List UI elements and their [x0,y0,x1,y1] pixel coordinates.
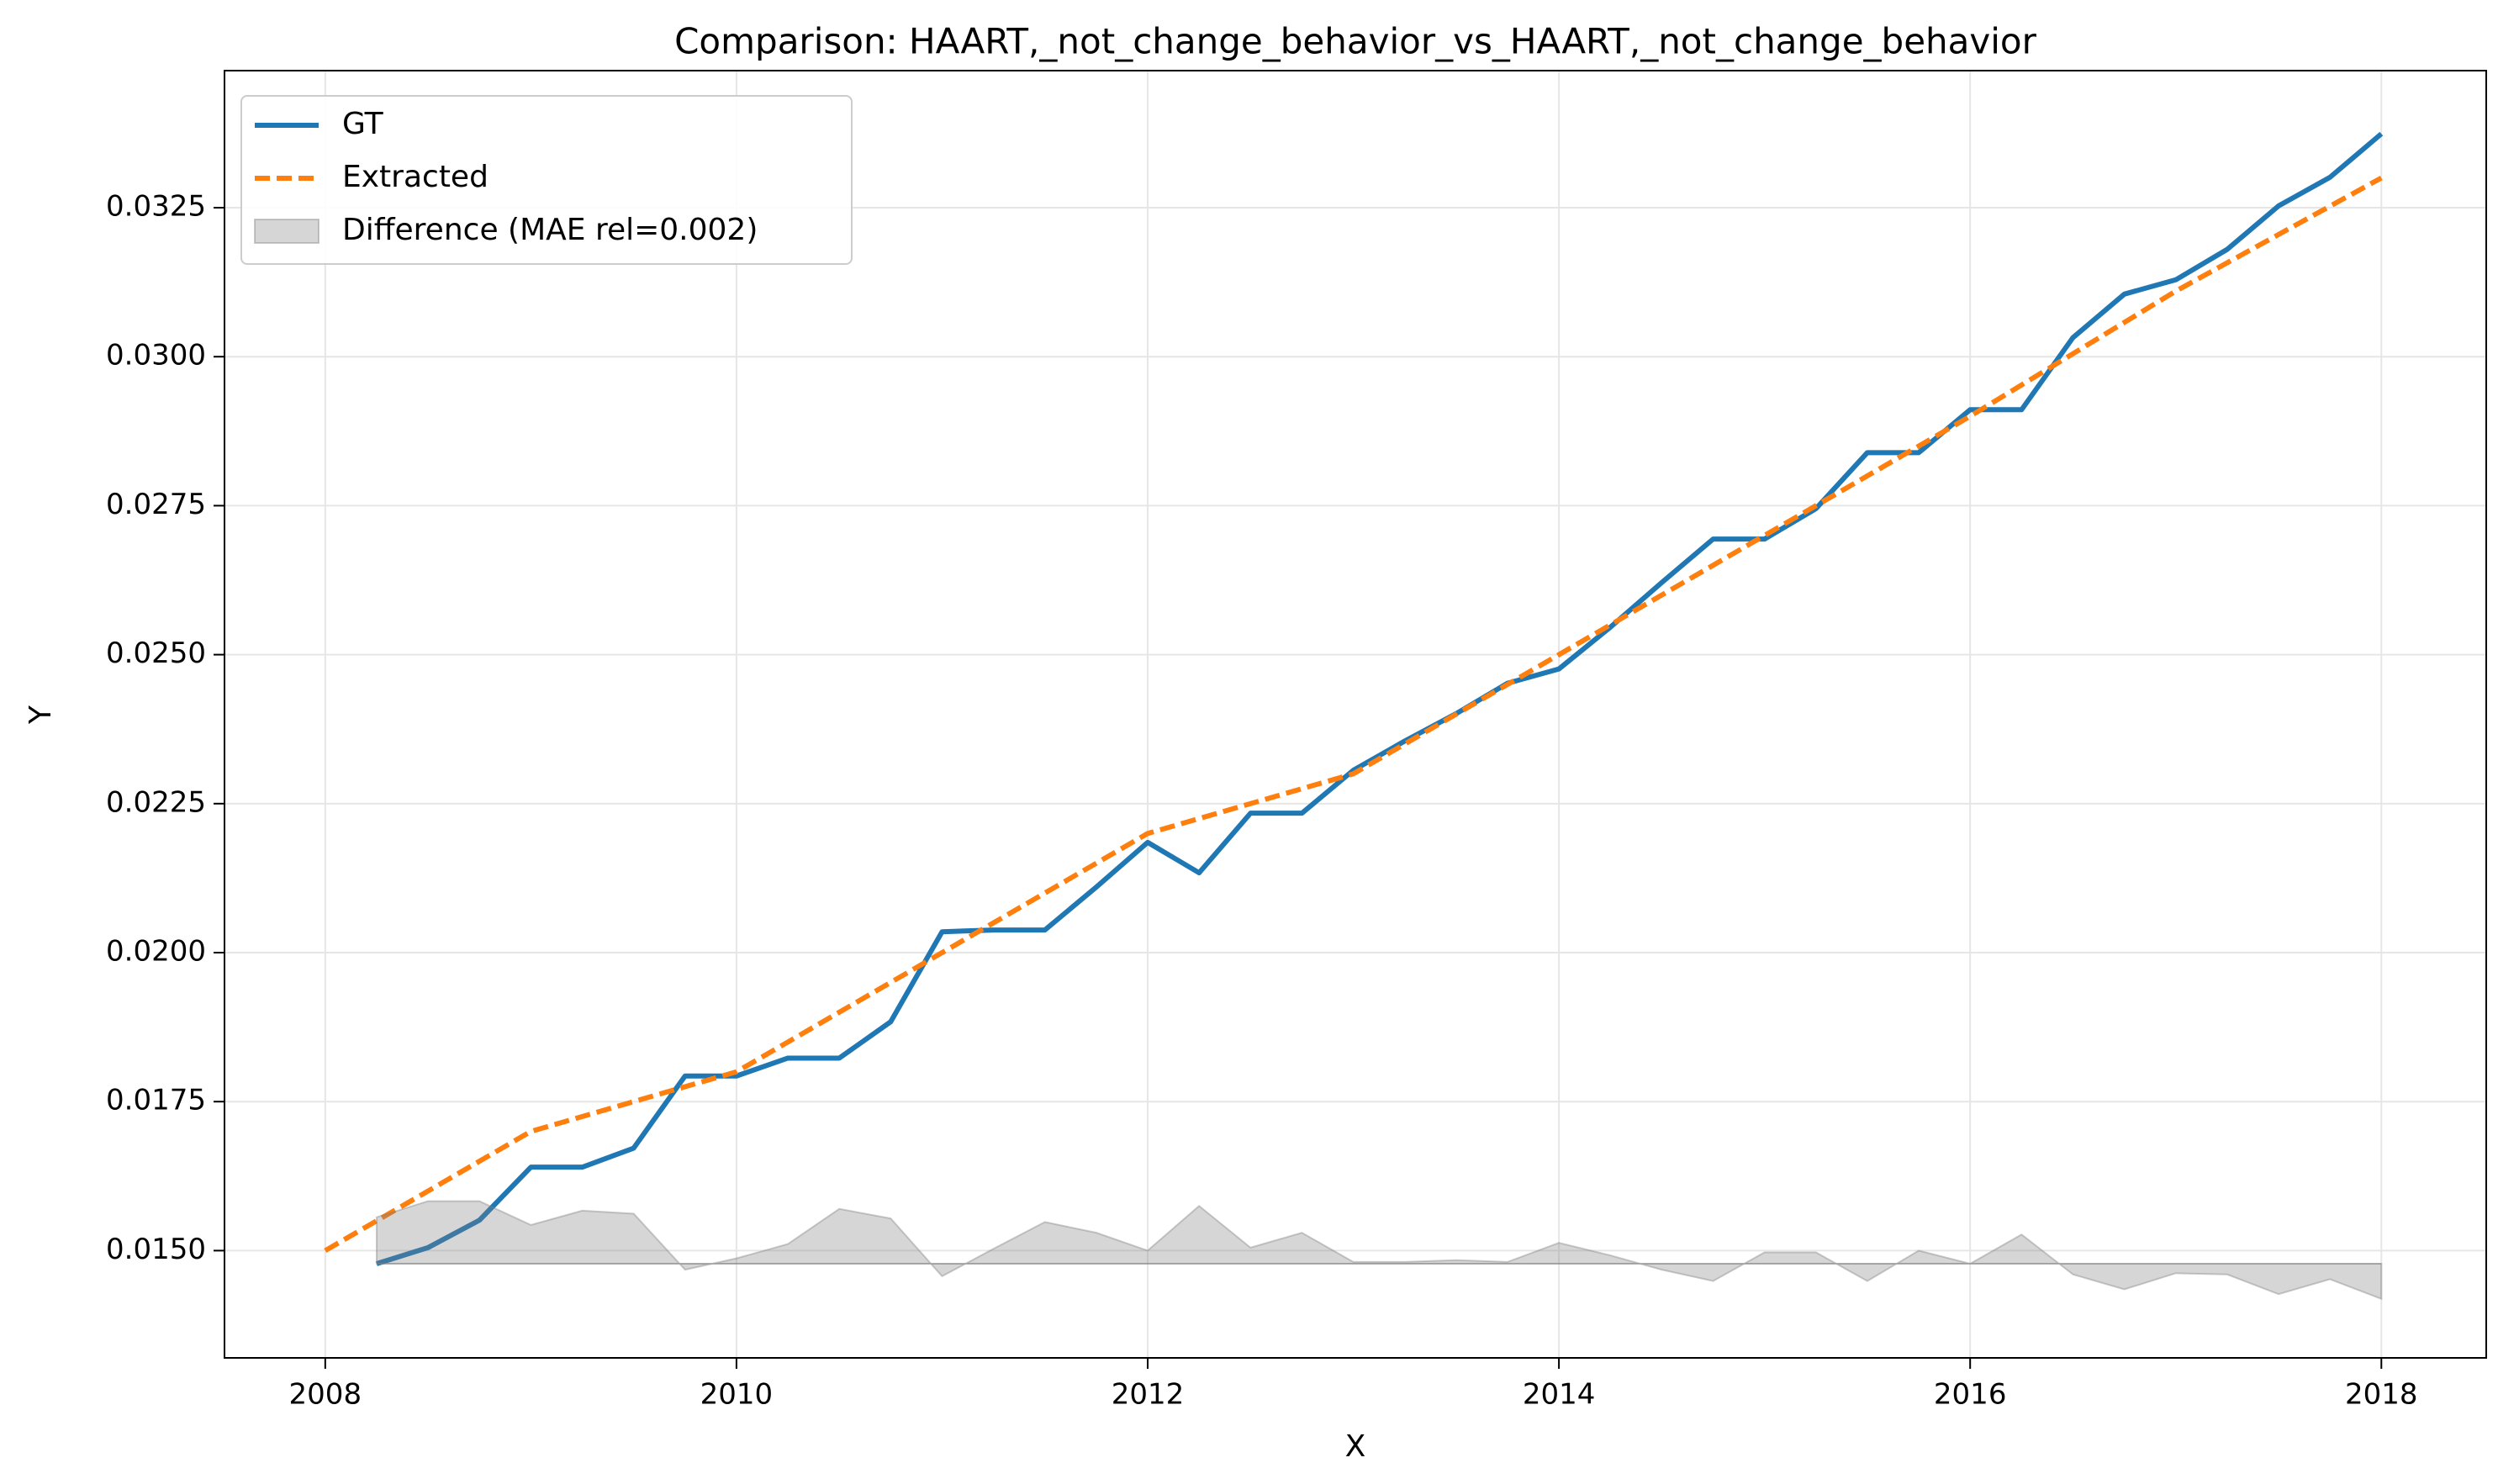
y-tick-label: 0.0225 [106,785,206,819]
y-axis-label: Y [24,705,58,725]
y-tick-label: 0.0300 [106,339,206,372]
x-tick-label: 2010 [700,1378,774,1412]
legend: GT Extracted Difference (MAE rel=0.002) [240,95,853,265]
legend-label: Difference (MAE rel=0.002) [342,213,758,247]
plot-frame [224,70,2487,1359]
y-tick-label: 0.0175 [106,1084,206,1117]
legend-label: Extracted [342,160,489,194]
y-tick-label: 0.0275 [106,488,206,521]
x-tick-label: 2018 [2345,1378,2418,1412]
legend-box [240,95,853,265]
y-tick-label: 0.0200 [106,935,206,969]
series-line [376,131,2384,1266]
chart-title: Comparison: HAART,_not_change_behavior_v… [674,21,2037,62]
difference-area [375,1200,2383,1301]
y-tick-label: 0.0150 [106,1233,206,1266]
legend-swatch [254,219,320,244]
x-tick-label: 2012 [1112,1378,1185,1412]
x-tick-label: 2016 [1934,1378,2007,1412]
y-tick-label: 0.0325 [106,190,206,224]
legend-label: GT [342,107,384,141]
x-tick-label: 2008 [289,1378,362,1412]
x-axis-label: X [1345,1429,1366,1464]
x-tick-label: 2014 [1523,1378,1596,1412]
y-tick-label: 0.0250 [106,636,206,670]
series-line [324,175,2383,1254]
